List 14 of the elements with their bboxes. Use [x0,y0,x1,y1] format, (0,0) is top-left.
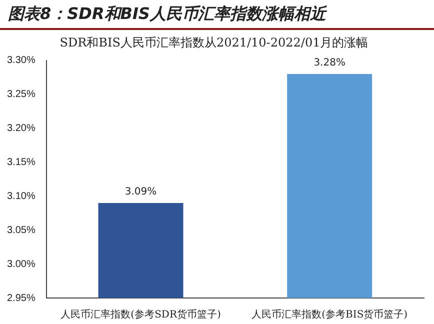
y-tick-label: 3.15% [6,156,36,168]
y-tick-label: 3.05% [6,224,36,236]
y-tick-label: 3.30% [6,55,36,66]
y-tick-label: 3.10% [6,190,36,202]
data-label: 3.09% [124,186,157,198]
y-tick-label: 3.20% [6,123,36,134]
chart-title: 图表8：SDR和BIS人民币汇率指数涨幅相近 [0,0,434,30]
chart-subtitle: SDR和BIS人民币汇率指数从2021/10-2022/01月的涨幅 [60,35,368,50]
x-tick-label: 人民币汇率指数(参考BIS货币篮子) [252,308,408,321]
y-tick-label: 3.25% [6,89,36,100]
y-tick-label: 3.00% [6,258,36,270]
data-label: 3.28% [314,58,346,69]
x-tick-label: 人民币汇率指数(参考SDR货币篮子) [60,308,221,321]
y-tick-label: 2.95% [6,292,36,304]
